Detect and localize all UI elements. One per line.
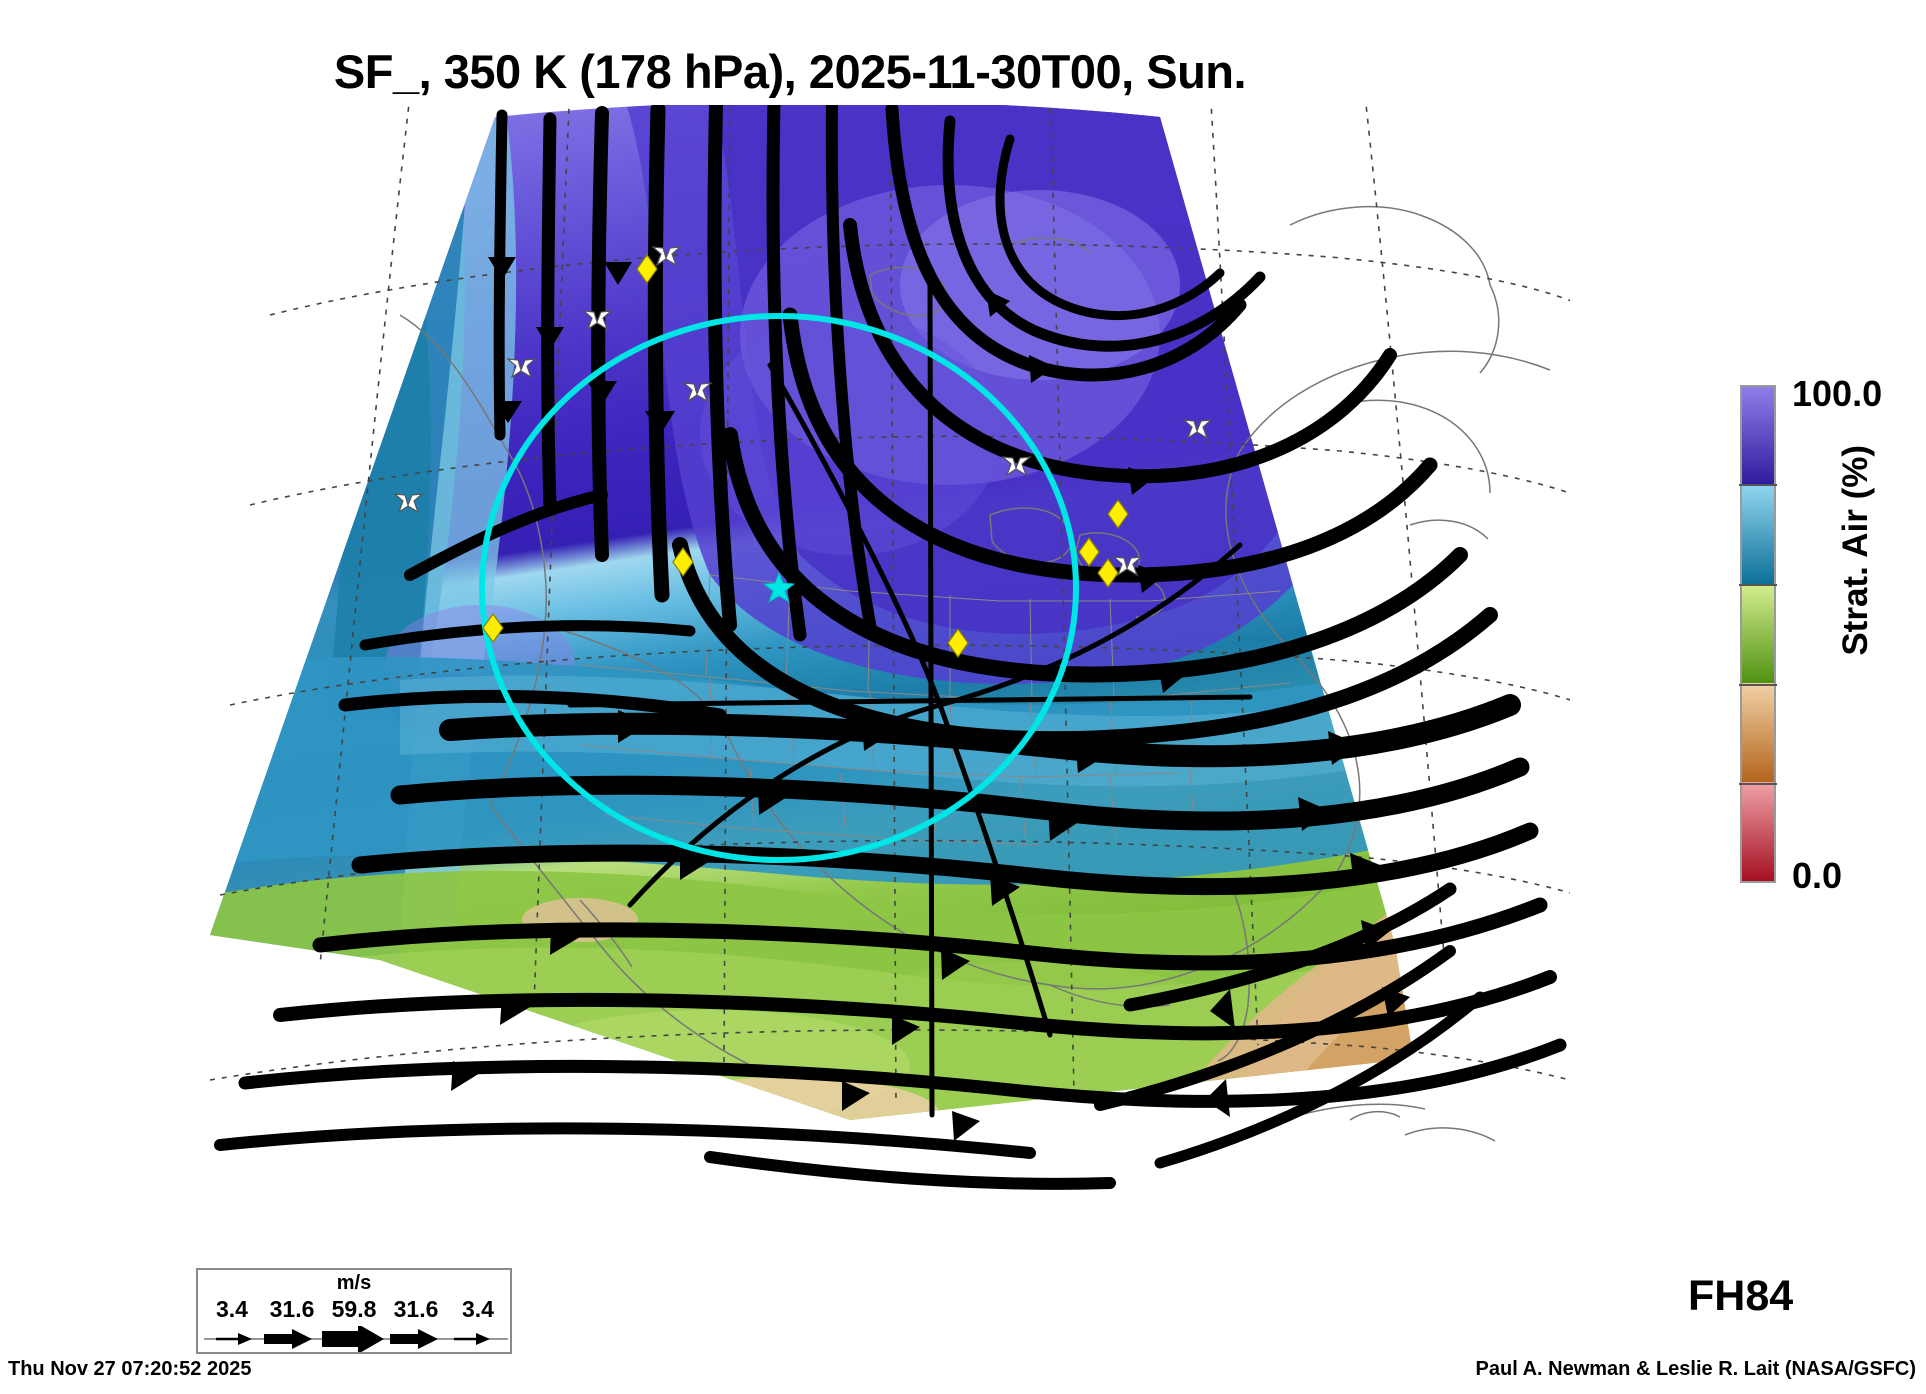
wind-speed-legend: m/s 3.4 31.6 59.8 31.6 3.4	[196, 1268, 512, 1354]
colorbar-axis-label: Strat. Air (%)	[1836, 445, 1875, 656]
colorbar-tick	[1739, 684, 1777, 686]
wind-legend-units: m/s	[336, 1272, 372, 1294]
wind-legend-value: 31.6	[269, 1296, 315, 1322]
colorbar-band-tan	[1742, 683, 1774, 783]
wind-legend-value: 31.6	[393, 1296, 439, 1322]
site-markers	[482, 253, 1129, 659]
colorbar-tick	[1739, 783, 1777, 785]
map-canvas[interactable]	[150, 105, 1570, 1240]
streamline-arrowheads	[451, 257, 1410, 1141]
wind-legend-value: 59.8	[331, 1296, 377, 1322]
colorbar-band-red	[1742, 782, 1774, 881]
colorbar-band-green	[1742, 584, 1774, 684]
colorbar-band-purple	[1742, 387, 1774, 486]
station-markers	[393, 246, 1213, 577]
colorbar-gradient	[1740, 385, 1776, 883]
colorbar-min-label: 0.0	[1792, 855, 1843, 896]
wind-legend-arrow-scale	[204, 1326, 508, 1352]
forecast-hour-label: FH84	[1688, 1272, 1794, 1320]
colorbar-tick	[1739, 484, 1777, 486]
colorbar-max-label: 100.0	[1792, 373, 1883, 414]
page-title: SF_, 350 K (178 hPa), 2025-11-30T00, Sun…	[333, 45, 1247, 98]
map-panel[interactable]	[150, 105, 1570, 1240]
colorbar-band-blue	[1742, 485, 1774, 585]
author-credit: Paul A. Newman & Leslie R. Lait (NASA/GS…	[1475, 1358, 1916, 1380]
range-ring	[479, 313, 1079, 863]
colorbar-tick	[1739, 584, 1777, 586]
wind-legend-value: 3.4	[462, 1296, 494, 1322]
center-marker-icon	[762, 571, 796, 604]
wind-legend-value: 3.4	[216, 1296, 248, 1322]
generation-timestamp: Thu Nov 27 07:20:52 2025	[8, 1358, 252, 1380]
colorbar: 100.0 0.0 Strat. Air (%)	[1739, 373, 1926, 896]
